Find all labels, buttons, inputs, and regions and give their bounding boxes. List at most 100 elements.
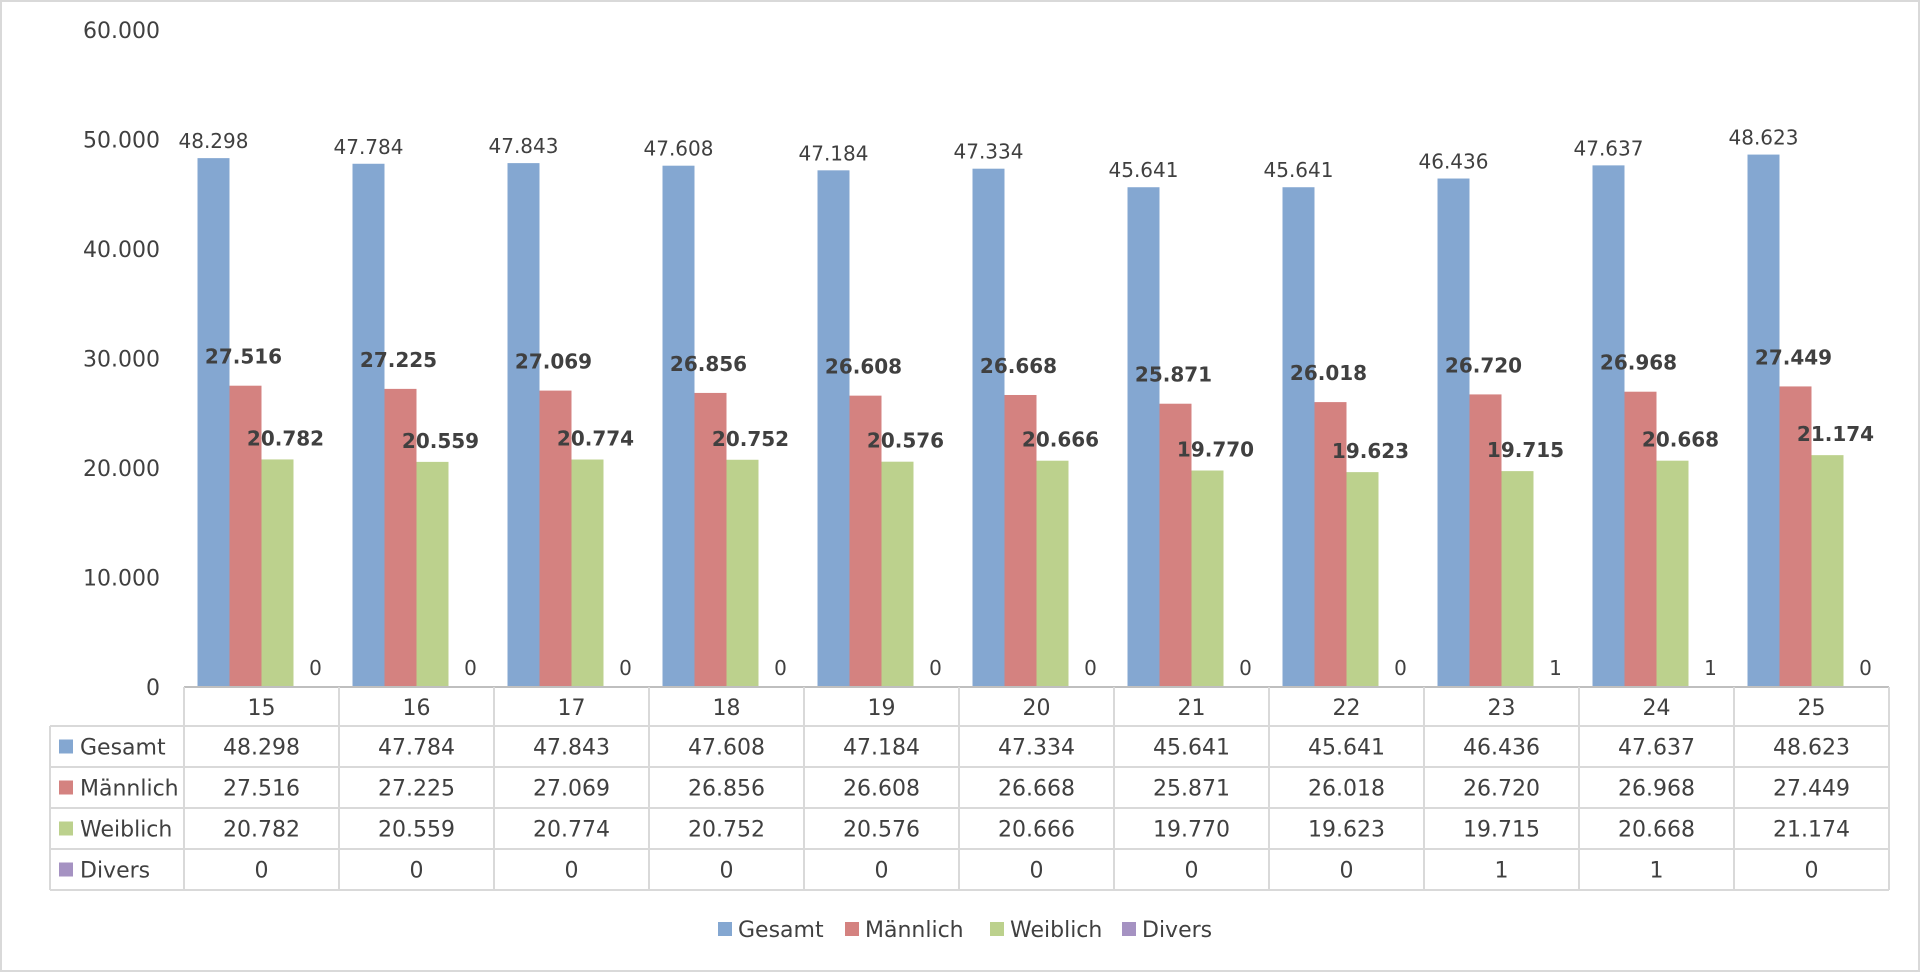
table-cell: 19.770 bbox=[1153, 818, 1230, 843]
table-cell: 26.856 bbox=[688, 777, 765, 802]
table-cell: 46.436 bbox=[1463, 736, 1540, 761]
data-label: 47.843 bbox=[489, 134, 559, 158]
table-cell: 1 bbox=[1495, 859, 1509, 884]
bar-gesamt bbox=[817, 170, 850, 687]
table-cell: 20.576 bbox=[843, 818, 920, 843]
data-label: 0 bbox=[1859, 656, 1872, 680]
table-cell: 48.298 bbox=[223, 736, 300, 761]
bar-männlich bbox=[1779, 386, 1812, 687]
table-cell: 26.608 bbox=[843, 777, 920, 802]
legend-swatch-divers bbox=[1122, 922, 1136, 936]
bar-gesamt bbox=[1592, 165, 1625, 687]
table-cell: 27.516 bbox=[223, 777, 300, 802]
data-label: 0 bbox=[464, 656, 477, 680]
data-label: 27.069 bbox=[515, 350, 592, 374]
data-label: 20.782 bbox=[247, 426, 324, 450]
x-category-label: 24 bbox=[1643, 696, 1671, 721]
bar-männlich bbox=[849, 395, 882, 687]
bar-gesamt bbox=[507, 163, 540, 688]
table-cell: 1 bbox=[1650, 859, 1664, 884]
legend-key-divers bbox=[59, 862, 73, 877]
data-label: 48.623 bbox=[1729, 126, 1799, 150]
table-cell: 0 bbox=[1185, 859, 1199, 884]
bar-weiblich bbox=[1656, 460, 1689, 687]
bar-weiblich bbox=[1811, 455, 1844, 687]
table-row-label: Gesamt bbox=[80, 736, 166, 761]
data-label: 26.018 bbox=[1290, 361, 1367, 385]
legend-key-männlich bbox=[59, 780, 73, 795]
table-cell: 0 bbox=[410, 859, 424, 884]
bar-männlich bbox=[539, 390, 572, 687]
bar-gesamt bbox=[1127, 187, 1160, 687]
x-category-label: 23 bbox=[1488, 696, 1516, 721]
table-row-label: Männlich bbox=[80, 777, 179, 802]
data-label: 20.752 bbox=[712, 427, 789, 451]
x-category-label: 17 bbox=[558, 696, 586, 721]
bar-männlich bbox=[384, 388, 417, 687]
legend-swatch-weiblich bbox=[990, 922, 1004, 936]
data-label: 19.715 bbox=[1487, 438, 1564, 462]
bar-weiblich bbox=[416, 461, 449, 687]
table-cell: 20.559 bbox=[378, 818, 455, 843]
x-category-label: 21 bbox=[1178, 696, 1206, 721]
legend-key-gesamt bbox=[59, 739, 73, 754]
bar-männlich bbox=[1159, 403, 1192, 687]
bar-gesamt bbox=[662, 165, 695, 688]
bar-weiblich bbox=[881, 461, 914, 687]
x-category-label: 20 bbox=[1023, 696, 1051, 721]
y-tick-label: 50.000 bbox=[83, 129, 160, 154]
data-label: 0 bbox=[1239, 656, 1252, 680]
table-cell: 19.715 bbox=[1463, 818, 1540, 843]
x-category-label: 25 bbox=[1798, 696, 1826, 721]
legend-label: Gesamt bbox=[738, 918, 824, 943]
legend-label: Weiblich bbox=[1010, 918, 1102, 943]
table-cell: 45.641 bbox=[1153, 736, 1230, 761]
data-label: 20.576 bbox=[867, 429, 944, 453]
data-label: 26.608 bbox=[825, 355, 902, 379]
data-label: 46.436 bbox=[1419, 150, 1489, 174]
data-label: 26.668 bbox=[980, 354, 1057, 378]
table-cell: 27.069 bbox=[533, 777, 610, 802]
legend-label: Divers bbox=[1142, 918, 1212, 943]
x-category-label: 16 bbox=[403, 696, 431, 721]
data-label: 47.334 bbox=[954, 140, 1024, 164]
data-label: 26.856 bbox=[670, 352, 747, 376]
table-cell: 47.784 bbox=[378, 736, 455, 761]
table-cell: 26.668 bbox=[998, 777, 1075, 802]
y-tick-label: 20.000 bbox=[83, 457, 160, 482]
data-label: 19.623 bbox=[1332, 439, 1409, 463]
x-category-label: 18 bbox=[713, 696, 741, 721]
bar-männlich bbox=[1624, 391, 1657, 687]
table-cell: 45.641 bbox=[1308, 736, 1385, 761]
table-cell: 47.334 bbox=[998, 736, 1075, 761]
bar-weiblich bbox=[261, 459, 294, 687]
table-cell: 47.608 bbox=[688, 736, 765, 761]
data-label: 47.637 bbox=[1574, 136, 1644, 160]
data-label: 0 bbox=[929, 656, 942, 680]
data-label: 27.225 bbox=[360, 348, 437, 372]
data-label: 21.174 bbox=[1797, 422, 1874, 446]
table-cell: 20.666 bbox=[998, 818, 1075, 843]
data-label: 47.184 bbox=[799, 141, 869, 165]
table-cell: 0 bbox=[1030, 859, 1044, 884]
y-tick-label: 40.000 bbox=[83, 238, 160, 263]
bar-männlich bbox=[1004, 394, 1037, 687]
data-label: 48.298 bbox=[179, 129, 249, 153]
table-cell: 21.174 bbox=[1773, 818, 1850, 843]
bar-weiblich bbox=[1036, 460, 1069, 687]
bar-weiblich bbox=[1346, 472, 1379, 687]
table-row-label: Weiblich bbox=[80, 818, 172, 843]
bar-männlich bbox=[1314, 402, 1347, 687]
legend-swatch-männlich bbox=[845, 922, 859, 936]
table-cell: 20.782 bbox=[223, 818, 300, 843]
data-label: 27.516 bbox=[205, 345, 282, 369]
bar-gesamt bbox=[197, 158, 230, 687]
y-tick-label: 60.000 bbox=[83, 19, 160, 44]
table-cell: 25.871 bbox=[1153, 777, 1230, 802]
data-label: 45.641 bbox=[1109, 158, 1179, 182]
bar-gesamt bbox=[1282, 187, 1315, 687]
data-label: 0 bbox=[1084, 656, 1097, 680]
table-cell: 47.637 bbox=[1618, 736, 1695, 761]
data-label: 0 bbox=[774, 656, 787, 680]
